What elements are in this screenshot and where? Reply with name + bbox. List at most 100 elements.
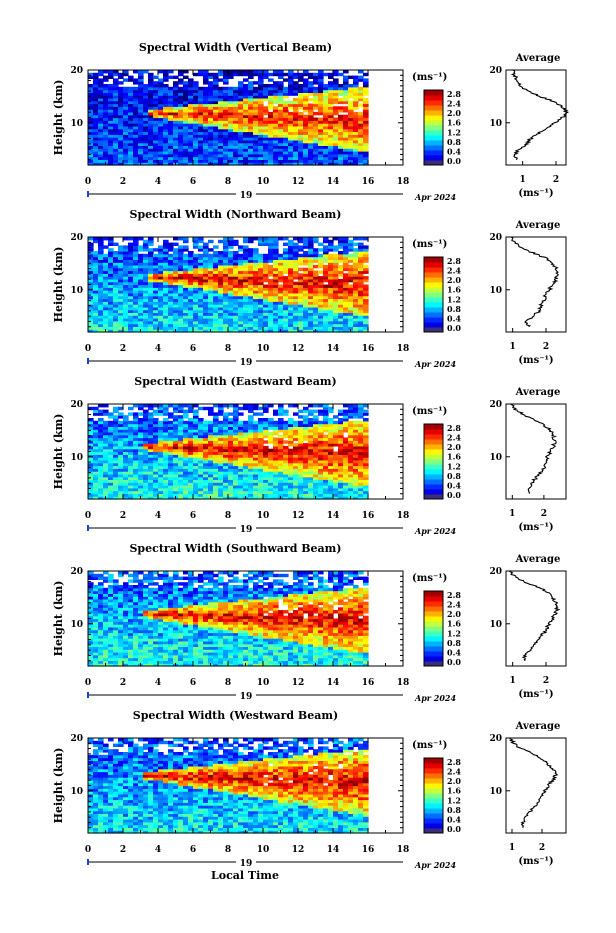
colorbar-tick-label: 2.4 (447, 99, 461, 109)
heatmap-cell (103, 237, 109, 240)
colorbar-unit: (ms⁻¹) (412, 239, 447, 250)
heatmap-cell (268, 237, 274, 240)
average-x-label: (ms⁻¹) (518, 188, 553, 199)
heatmap-cell (258, 418, 264, 421)
colorbar-tick-label: 2.8 (447, 89, 461, 99)
heatmap-cell (168, 254, 174, 257)
heatmap-cell (328, 81, 334, 84)
heatmap-cell (338, 265, 344, 268)
heatmap-cell (203, 407, 209, 410)
heatmap-cell (318, 118, 324, 121)
colorbar-segment (424, 140, 443, 146)
heatmap-cell (308, 104, 314, 107)
heatmap-cell (303, 251, 309, 254)
heatmap-cell (283, 237, 289, 240)
heatmap-cell (353, 248, 359, 251)
x-tick-label: 2 (120, 344, 126, 354)
heatmap-cell (338, 115, 344, 118)
heatmap-cell (238, 412, 244, 415)
heatmap-cell (148, 404, 154, 407)
heatmap-cell (358, 243, 364, 246)
heatmap-cell (358, 76, 364, 79)
heatmap-cell (333, 70, 339, 73)
heatmap-cell (168, 76, 174, 79)
heatmap-cell (103, 76, 109, 79)
heatmap-cell (303, 78, 309, 81)
heatmap-cell (338, 251, 344, 254)
heatmap-cell (213, 404, 219, 407)
heatmap-cell (98, 410, 104, 413)
heatmap-cell (168, 421, 174, 424)
heatmap-cell (268, 279, 274, 282)
heatmap-cell (183, 410, 189, 413)
heatmap-cell (238, 245, 244, 248)
heatmap-cell (198, 254, 204, 257)
heatmap-cell (278, 237, 284, 240)
heatmap-cell (88, 243, 94, 246)
y-axis-label: Height (km) (52, 80, 65, 156)
heatmap-cell (318, 271, 324, 274)
heatmap-cell (243, 70, 249, 73)
heatmap-cell (183, 254, 189, 257)
heatmap-cell (253, 237, 259, 240)
y-tick-label: 10 (70, 286, 83, 296)
y-tick-label: 10 (70, 119, 83, 129)
y-tick-label: 20 (70, 233, 83, 243)
colorbar-segment (424, 155, 443, 161)
heatmap-cell (183, 81, 189, 84)
heatmap-cell (113, 70, 119, 73)
heatmap-cell (128, 243, 134, 246)
colorbar-segment (424, 287, 443, 293)
heatmap-cell (163, 404, 169, 407)
colorbar-tick-label: 0.4 (447, 313, 461, 323)
heatmap-cell (358, 104, 364, 107)
colorbar-segment (424, 302, 443, 308)
heatmap-cell (143, 84, 149, 87)
heatmap-cell (198, 245, 204, 248)
average-y-tick-label: 10 (489, 286, 502, 296)
heatmap-cell (103, 254, 109, 257)
heatmap-cell (163, 240, 169, 243)
heatmap-cell (113, 251, 119, 254)
heatmap-cell (123, 237, 129, 240)
heatmap-cell (113, 415, 119, 418)
heatmap-cell (108, 248, 114, 251)
heatmap-cell (93, 407, 99, 410)
x-tick-label: 18 (397, 177, 410, 187)
x-tick-label: 14 (327, 177, 340, 187)
heatmap-cell (263, 254, 269, 257)
heatmap-cell (348, 101, 354, 104)
colorbar-segment (424, 297, 443, 303)
heatmap-cell (253, 87, 259, 90)
heatmap-cell (303, 70, 309, 73)
heatmap-cell (138, 412, 144, 415)
heatmap-cell (168, 243, 174, 246)
heatmap-cell (153, 410, 159, 413)
heatmap-cell (103, 245, 109, 248)
heatmap-cell (263, 285, 269, 288)
heatmap-cell (268, 265, 274, 268)
heatmap-cell (338, 84, 344, 87)
heatmap-cell (188, 418, 194, 421)
heatmap-cell (278, 418, 284, 421)
heatmap-cell (268, 112, 274, 115)
heatmap-cell (353, 112, 359, 115)
heatmap-cell (183, 76, 189, 79)
heatmap-cell (358, 237, 364, 240)
heatmap-cell (203, 243, 209, 246)
heatmap-cell (268, 404, 274, 407)
heatmap-cell (263, 418, 269, 421)
heatmap-cell (333, 118, 339, 121)
heatmap-cell (298, 84, 304, 87)
y-axis-label: Height (km) (52, 247, 65, 323)
heatmap-cell (123, 70, 129, 73)
colorbar-tick-label: 1.6 (447, 118, 461, 128)
heatmap-cell (318, 70, 324, 73)
heatmap-cell (218, 78, 224, 81)
heatmap-cell (198, 407, 204, 410)
heatmap-cell (348, 254, 354, 257)
heatmap-cell (188, 78, 194, 81)
heatmap-cell (253, 412, 259, 415)
heatmap-cell (208, 254, 214, 257)
